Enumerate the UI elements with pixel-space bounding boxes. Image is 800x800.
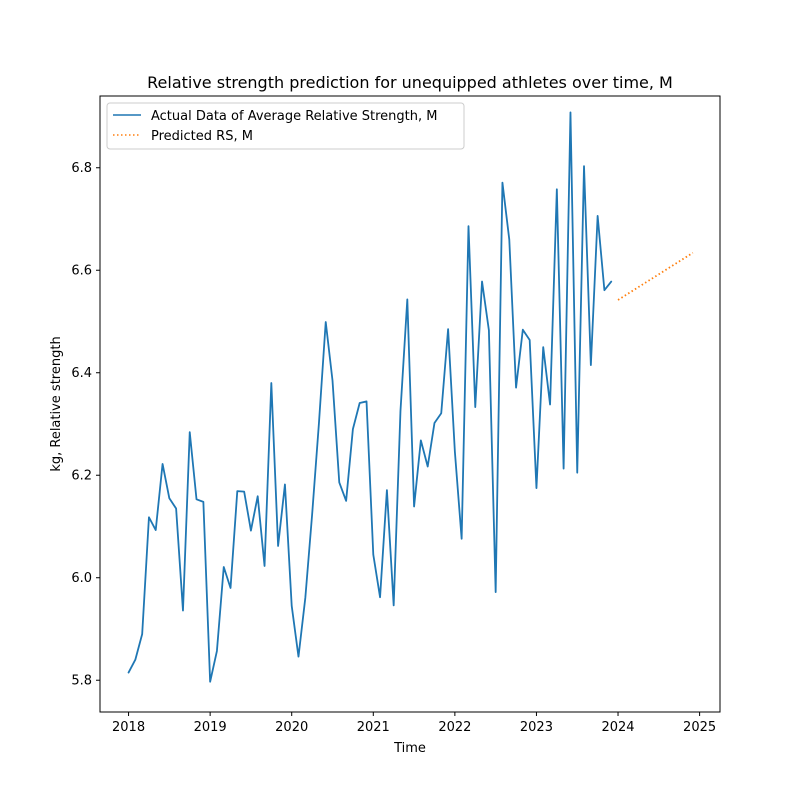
x-axis-label: Time — [393, 741, 426, 756]
series-layer — [127, 111, 694, 683]
chart-title: Relative strength prediction for unequip… — [147, 73, 673, 92]
x-tick-label: 2019 — [194, 720, 227, 735]
x-tick-label: 2022 — [438, 720, 471, 735]
y-tick-label: 6.0 — [71, 571, 92, 586]
y-tick-label: 6.6 — [71, 264, 92, 279]
x-axis: 2018 2019 2020 2021 2022 2023 2024 2025 — [112, 712, 716, 735]
series-line-predicted — [617, 252, 694, 301]
plot-area — [99, 95, 721, 713]
y-tick-label: 6.8 — [71, 161, 92, 176]
y-tick-label: 6.4 — [71, 366, 92, 381]
legend-label-predicted: Predicted RS, M — [151, 129, 253, 144]
axes-frame — [99, 95, 721, 713]
x-tick-label: 2023 — [520, 720, 553, 735]
x-tick-label: 2018 — [112, 720, 145, 735]
y-tick-label: 5.8 — [71, 674, 92, 689]
y-axis: 5.8 6.0 6.2 6.4 6.6 6.8 — [71, 161, 100, 689]
x-tick-label: 2021 — [357, 720, 390, 735]
legend-label-actual: Actual Data of Average Relative Strength… — [151, 109, 437, 124]
x-tick-label: 2025 — [683, 720, 716, 735]
legend-box — [106, 102, 465, 150]
x-tick-label: 2024 — [601, 720, 634, 735]
x-tick-label: 2020 — [275, 720, 308, 735]
series-line-actual — [127, 111, 613, 683]
y-axis-label: kg, Relative strength — [49, 336, 64, 471]
legend: Actual Data of Average Relative Strength… — [106, 102, 465, 150]
y-tick-label: 6.2 — [71, 469, 92, 484]
